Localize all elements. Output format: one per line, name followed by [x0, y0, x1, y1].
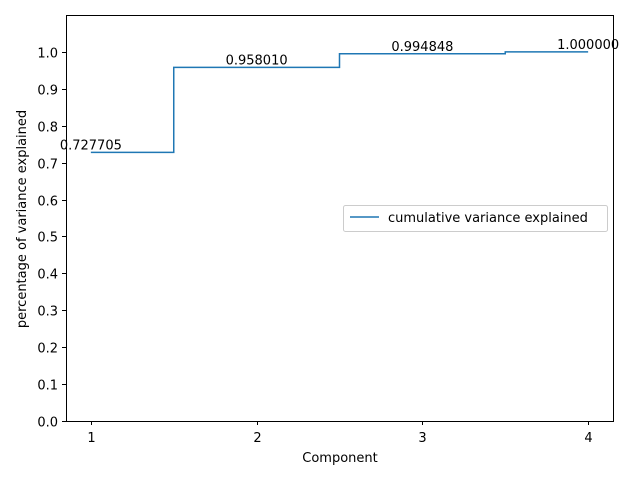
y-tick-label: 0.3 [37, 305, 58, 320]
legend: cumulative variance explained [343, 205, 608, 232]
plot-area-frame [66, 15, 614, 422]
data-label: 1.000000 [557, 38, 619, 53]
x-axis-title: Component [302, 451, 377, 466]
series-layer [90, 51, 589, 154]
y-tick-label: 0.6 [37, 195, 58, 210]
ticks-layer: 1 2 3 4 0.0 0.1 0.2 0.3 0.4 0.5 0.6 0.7 0.8 0.9 1.0 [37, 47, 592, 447]
data-label: 0.727705 [60, 138, 122, 153]
x-tick-label: 3 [418, 431, 426, 446]
y-tick-label: 0.5 [37, 231, 58, 246]
data-label: 0.994848 [391, 40, 453, 55]
y-tick-label: 0.9 [37, 84, 58, 99]
y-tick-label: 0.8 [37, 121, 58, 136]
y-tick-label: 0.7 [37, 158, 58, 173]
legend-frame [343, 205, 608, 232]
data-labels-layer: 0.727705 0.958010 0.994848 1.000000 [60, 38, 619, 154]
y-tick-label: 0.0 [37, 416, 58, 431]
y-tick-label: 1.0 [37, 47, 58, 62]
y-axis-title: percentage of variance explained [15, 110, 30, 328]
x-tick-label: 2 [253, 431, 261, 446]
data-label: 0.958010 [226, 53, 288, 68]
y-tick-label: 0.1 [37, 379, 58, 394]
x-tick-label: 4 [584, 431, 592, 446]
legend-label: cumulative variance explained [388, 211, 588, 226]
y-tick-label: 0.4 [37, 268, 58, 283]
y-tick-label: 0.2 [37, 342, 58, 357]
x-tick-label: 1 [87, 431, 95, 446]
series-line-cumulative-variance [90, 51, 589, 154]
